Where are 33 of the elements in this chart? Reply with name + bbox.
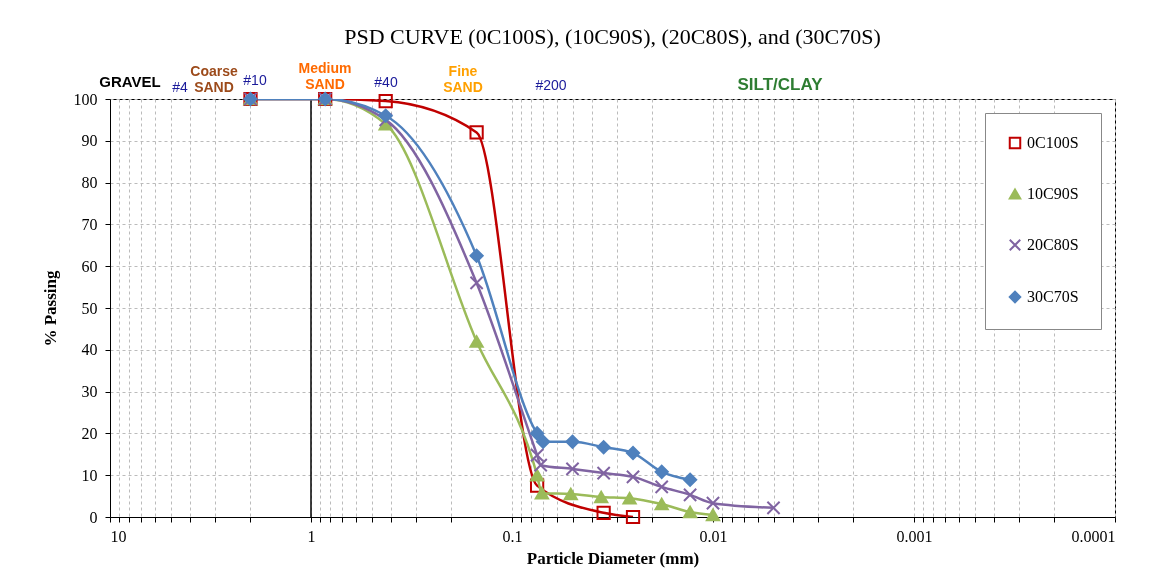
x-tick-label: 1: [307, 527, 316, 545]
x-tick-label: 0.01: [699, 527, 728, 545]
text: Fine SAND: [442, 63, 484, 95]
legend-label: 30C70S: [1027, 288, 1079, 305]
legend-label: 0C100S: [1027, 134, 1079, 151]
y-axis-title: % Passing: [40, 269, 60, 347]
x-tick-label: 0.001: [896, 527, 933, 545]
y-tick-label: 20: [81, 424, 98, 442]
text: SILT/CLAY: [737, 75, 823, 94]
text: Medium SAND: [297, 60, 353, 92]
y-tick-label: 40: [81, 341, 98, 359]
y-tick-label: 70: [81, 215, 98, 233]
y-tick-label: 80: [81, 174, 98, 192]
legend-label: 10C90S: [1027, 185, 1079, 202]
y-tick-label: 100: [73, 90, 98, 108]
text: #4: [172, 79, 188, 95]
x-tick-label: 0.1: [502, 527, 523, 545]
text: #40: [374, 74, 398, 90]
text: #10: [243, 72, 267, 88]
y-tick-label: 90: [81, 132, 98, 150]
text: #200: [535, 77, 567, 93]
x-tick-label: 10: [110, 527, 127, 545]
y-tick-label: 0: [89, 508, 98, 526]
x-axis-title: Particle Diameter (mm): [526, 548, 700, 568]
chart-title: PSD CURVE (0C100S), (10C90S), (20C80S), and (30C70S): [344, 23, 881, 49]
y-tick-label: 30: [81, 383, 98, 401]
text: Coarse SAND: [190, 63, 238, 95]
text: GRAVEL: [99, 73, 161, 90]
y-tick-label: 60: [81, 257, 98, 275]
y-tick-label: 50: [81, 299, 98, 317]
legend-label: 20C80S: [1027, 236, 1079, 253]
y-tick-label: 10: [81, 466, 98, 484]
x-tick-label: 0.0001: [1071, 527, 1116, 545]
